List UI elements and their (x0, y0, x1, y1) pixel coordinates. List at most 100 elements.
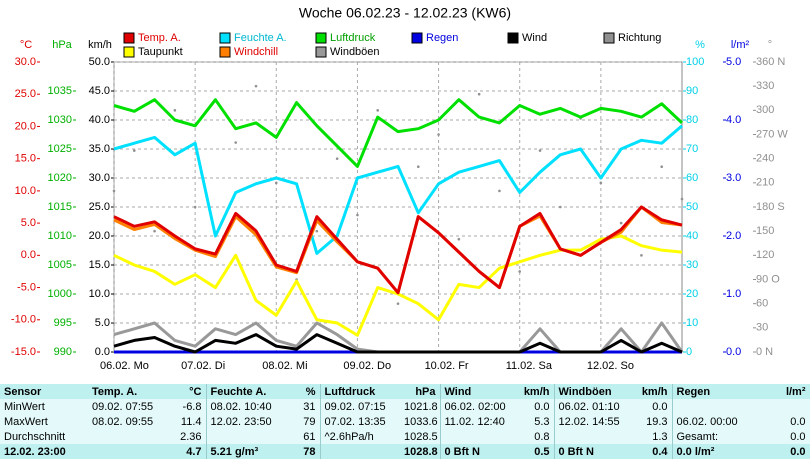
direction-dot (315, 229, 319, 233)
legend-swatch (315, 46, 327, 58)
table-cell: km/h (512, 384, 555, 399)
legend-swatch (123, 32, 135, 44)
table-cell: 06.02. 01:10 (558, 400, 620, 413)
table-cell: 0.0 (628, 399, 673, 414)
y-tick-label: 5.0 (21, 217, 36, 229)
table-cell: Gesamt: (676, 430, 719, 443)
table-cell (88, 429, 168, 444)
y-tick-label: 20.0 (15, 120, 36, 132)
y-tick-label: 1035 (48, 85, 72, 97)
table-cell: 4.7 (168, 444, 207, 459)
table-cell: 0.5 (512, 444, 555, 459)
y-tick-label: 4.0 (726, 114, 741, 126)
direction-dot (437, 133, 440, 136)
direction-dot (274, 181, 278, 185)
chart-title: Woche 06.02.23 - 12.02.23 (KW6) (299, 5, 511, 21)
table-row: Durchschnitt 2.36 61 ^2.6hPa/h 1028.5 0.8 1.3 G… (0, 429, 810, 444)
y-tick-label: 90 O (756, 273, 780, 285)
y-tick-label: 50.0 (89, 56, 110, 68)
table-cell (672, 399, 762, 414)
table-cell: 5.21 g/m³ (210, 445, 259, 458)
table-cell: 0 Bft N (558, 445, 594, 458)
table-cell: 19.3 (628, 414, 673, 429)
y-tick-label: 300 (756, 104, 774, 116)
table-cell: Wind (444, 385, 472, 398)
direction-dot (356, 213, 359, 217)
table-cell (440, 429, 512, 444)
legend-label: Regen (426, 32, 458, 44)
y-tick-label: 210 (756, 177, 774, 189)
y-tick-label: 0.0 (95, 346, 110, 358)
table-cell: 12.02. 14:55 (558, 415, 620, 428)
table-cell: % (284, 384, 321, 399)
series-line (113, 98, 684, 168)
table-cell: 2.36 (168, 429, 207, 444)
direction-dot (173, 109, 177, 112)
table-cell: 07.02. 13:35 (324, 415, 386, 428)
y-tick-label: 5.0 (95, 317, 110, 329)
y-tick-label: 20 (686, 288, 698, 300)
table-cell: °C (168, 384, 207, 399)
direction-dot (599, 181, 603, 185)
y-tick-label: 25.0 (89, 201, 110, 213)
legend-label: Taupunkt (138, 46, 183, 58)
direction-dot (477, 92, 481, 96)
y-tick-label: 1005 (48, 259, 72, 271)
table-cell (554, 429, 628, 444)
table-cell: 0.0 l/m² (676, 445, 715, 458)
legend-swatch (123, 46, 135, 58)
table-cell: MaxWert (4, 415, 48, 428)
y-tick-label: 60 (756, 298, 768, 310)
y-tick-label: 3.0 (726, 172, 741, 184)
y-tick-label: 30 (686, 259, 698, 271)
x-tick-label: 07.02. Di (181, 360, 225, 372)
direction-dot (376, 109, 380, 112)
y-tick-label: -5.0 (17, 281, 36, 293)
table-cell: 0.8 (512, 429, 555, 444)
table-cell: Temp. A. (92, 385, 138, 398)
table-cell: -6.8 (168, 399, 207, 414)
legend-swatch (315, 32, 327, 44)
direction-dot (457, 237, 461, 241)
legend-label: Feuchte A. (234, 32, 287, 44)
y-tick-label: 80 (686, 114, 698, 126)
y-tick-label: 1000 (48, 288, 72, 300)
y-tick-label: 1.0 (726, 288, 741, 300)
table-cell: Windböen (558, 385, 612, 398)
y-tick-label: 45.0 (89, 85, 110, 97)
legend-label: Temp. A. (138, 32, 181, 44)
direction-dot (538, 149, 542, 152)
legend-label: Wind (522, 32, 547, 44)
legend-swatch (219, 46, 231, 58)
axis-title: km/h (88, 39, 112, 51)
table-cell: 0 Bft N (444, 445, 480, 458)
y-tick-label: 35.0 (89, 143, 110, 155)
axis-title: ° (768, 39, 772, 51)
y-tick-label: 1030 (48, 114, 72, 126)
table-cell: km/h (628, 384, 673, 399)
table-cell (320, 444, 400, 459)
y-tick-label: 150 (756, 225, 774, 237)
y-tick-label: 0 (686, 346, 692, 358)
table-cell: MinWert (4, 400, 45, 413)
y-tick-label: 5.0 (726, 56, 741, 68)
table-cell: 1028.8 (400, 444, 441, 459)
table-cell: 06.02. 02:00 (444, 400, 506, 413)
series-line (113, 205, 683, 295)
table-cell: 12.02. 23:50 (210, 415, 272, 428)
direction-dot (619, 221, 623, 225)
x-tick-label: 08.02. Mi (262, 360, 307, 372)
y-tick-label: -15.0 (11, 346, 36, 358)
table-row: MinWert 09.02. 07:55 -6.8 08.02. 10:40 31 09.… (0, 399, 810, 414)
x-tick-label: 11.02. Sa (506, 360, 553, 372)
y-tick-label: 40.0 (89, 114, 110, 126)
table-cell (206, 429, 284, 444)
direction-dot (193, 205, 197, 209)
axis-title: l/m² (731, 39, 750, 51)
table-cell: 79 (284, 414, 321, 429)
y-tick-label: 10 (686, 317, 698, 329)
legend-label: Windchill (234, 46, 278, 58)
x-tick-label: 10.02. Fr (425, 360, 469, 372)
table-cell: Regen (676, 385, 711, 398)
